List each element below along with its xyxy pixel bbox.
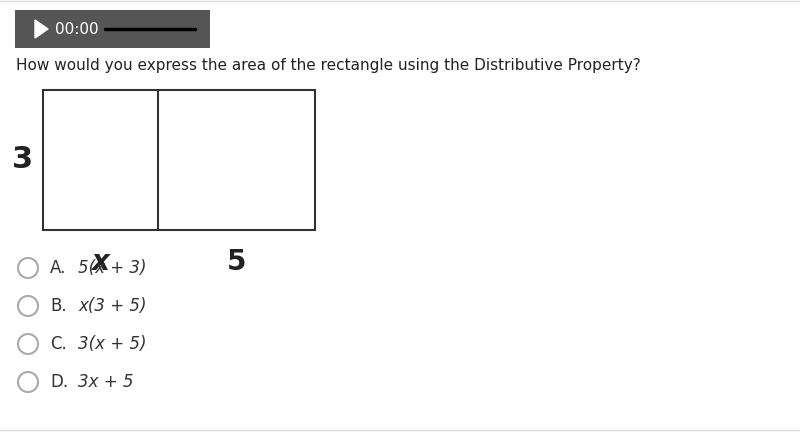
Text: 5(x + 3): 5(x + 3) bbox=[78, 259, 146, 277]
FancyBboxPatch shape bbox=[15, 10, 210, 48]
Text: 3(x + 5): 3(x + 5) bbox=[78, 335, 146, 353]
Text: How would you express the area of the rectangle using the Distributive Property?: How would you express the area of the re… bbox=[16, 58, 641, 73]
Text: 5: 5 bbox=[226, 248, 246, 276]
Text: x: x bbox=[91, 248, 110, 276]
Polygon shape bbox=[35, 20, 48, 38]
Text: 3x + 5: 3x + 5 bbox=[78, 373, 134, 391]
Text: x(3 + 5): x(3 + 5) bbox=[78, 297, 146, 315]
Text: B.: B. bbox=[50, 297, 66, 315]
Text: 3: 3 bbox=[12, 146, 33, 175]
Text: D.: D. bbox=[50, 373, 68, 391]
Bar bbox=[43, 90, 315, 230]
Text: A.: A. bbox=[50, 259, 66, 277]
Text: C.: C. bbox=[50, 335, 66, 353]
Text: 00:00: 00:00 bbox=[55, 22, 98, 36]
